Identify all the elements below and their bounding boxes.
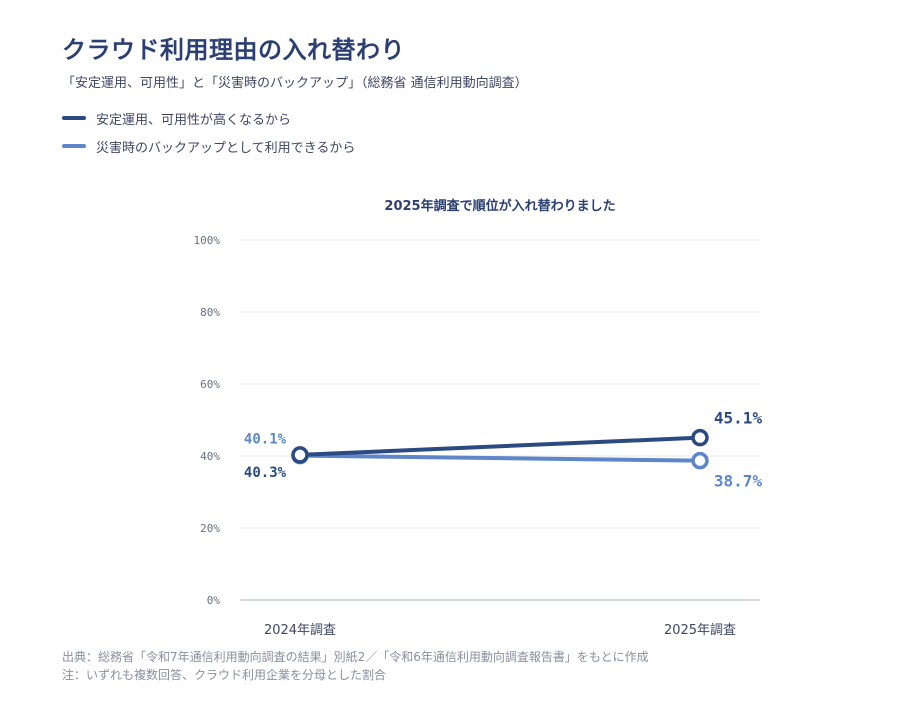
data-point [691, 428, 709, 447]
y-tick-label: 60% [200, 378, 220, 391]
chart-legend: 安定運用、可用性が高くなるから 災害時のバックアップとして利用できるから [62, 104, 355, 160]
legend-item-stability: 安定運用、可用性が高くなるから [62, 104, 355, 132]
page-title: クラウド利用理由の入れ替わり [62, 36, 405, 64]
legend-item-disaster-backup: 災害時のバックアップとして利用できるから [62, 132, 355, 160]
data-label: 38.7% [714, 472, 763, 491]
y-tick-label: 80% [200, 306, 220, 319]
data-point [291, 446, 309, 464]
chart-title: 2025年調査で順位が入れ替わりました [384, 198, 615, 214]
y-tick-label: 0% [207, 594, 221, 607]
x-tick-label: 2025年調査 [664, 623, 736, 638]
chart-footer: 出典：総務省「令和7年通信利用動向調査の結果」別紙2／「令和6年通信利用動向調査… [62, 648, 649, 684]
legend-swatch-disaster-backup [62, 144, 86, 148]
page-subtitle: 「安定運用、可用性」と「災害時のバックアップ」（総務省 通信利用動向調査） [62, 76, 528, 91]
y-tick-label: 40% [200, 450, 220, 463]
data-label: 45.1% [714, 409, 763, 428]
legend-label-disaster-backup: 災害時のバックアップとして利用できるから [96, 140, 356, 156]
y-tick-label: 20% [200, 522, 220, 535]
series-line [298, 453, 702, 463]
x-tick-label: 2024年調査 [264, 623, 336, 638]
method-note: 注：いずれも複数回答、クラウド利用企業を分母とした割合 [62, 668, 387, 682]
series-line [298, 435, 702, 457]
data-label: 40.1% [244, 432, 287, 448]
legend-label-stability: 安定運用、可用性が高くなるから [96, 112, 292, 128]
y-tick-label: 100% [194, 234, 221, 247]
source-note: 出典：総務省「令和7年通信利用動向調査の結果」別紙2／「令和6年通信利用動向調査… [62, 650, 649, 664]
data-point [691, 451, 709, 470]
data-label: 40.3% [244, 465, 287, 481]
legend-swatch-stability [62, 116, 86, 120]
